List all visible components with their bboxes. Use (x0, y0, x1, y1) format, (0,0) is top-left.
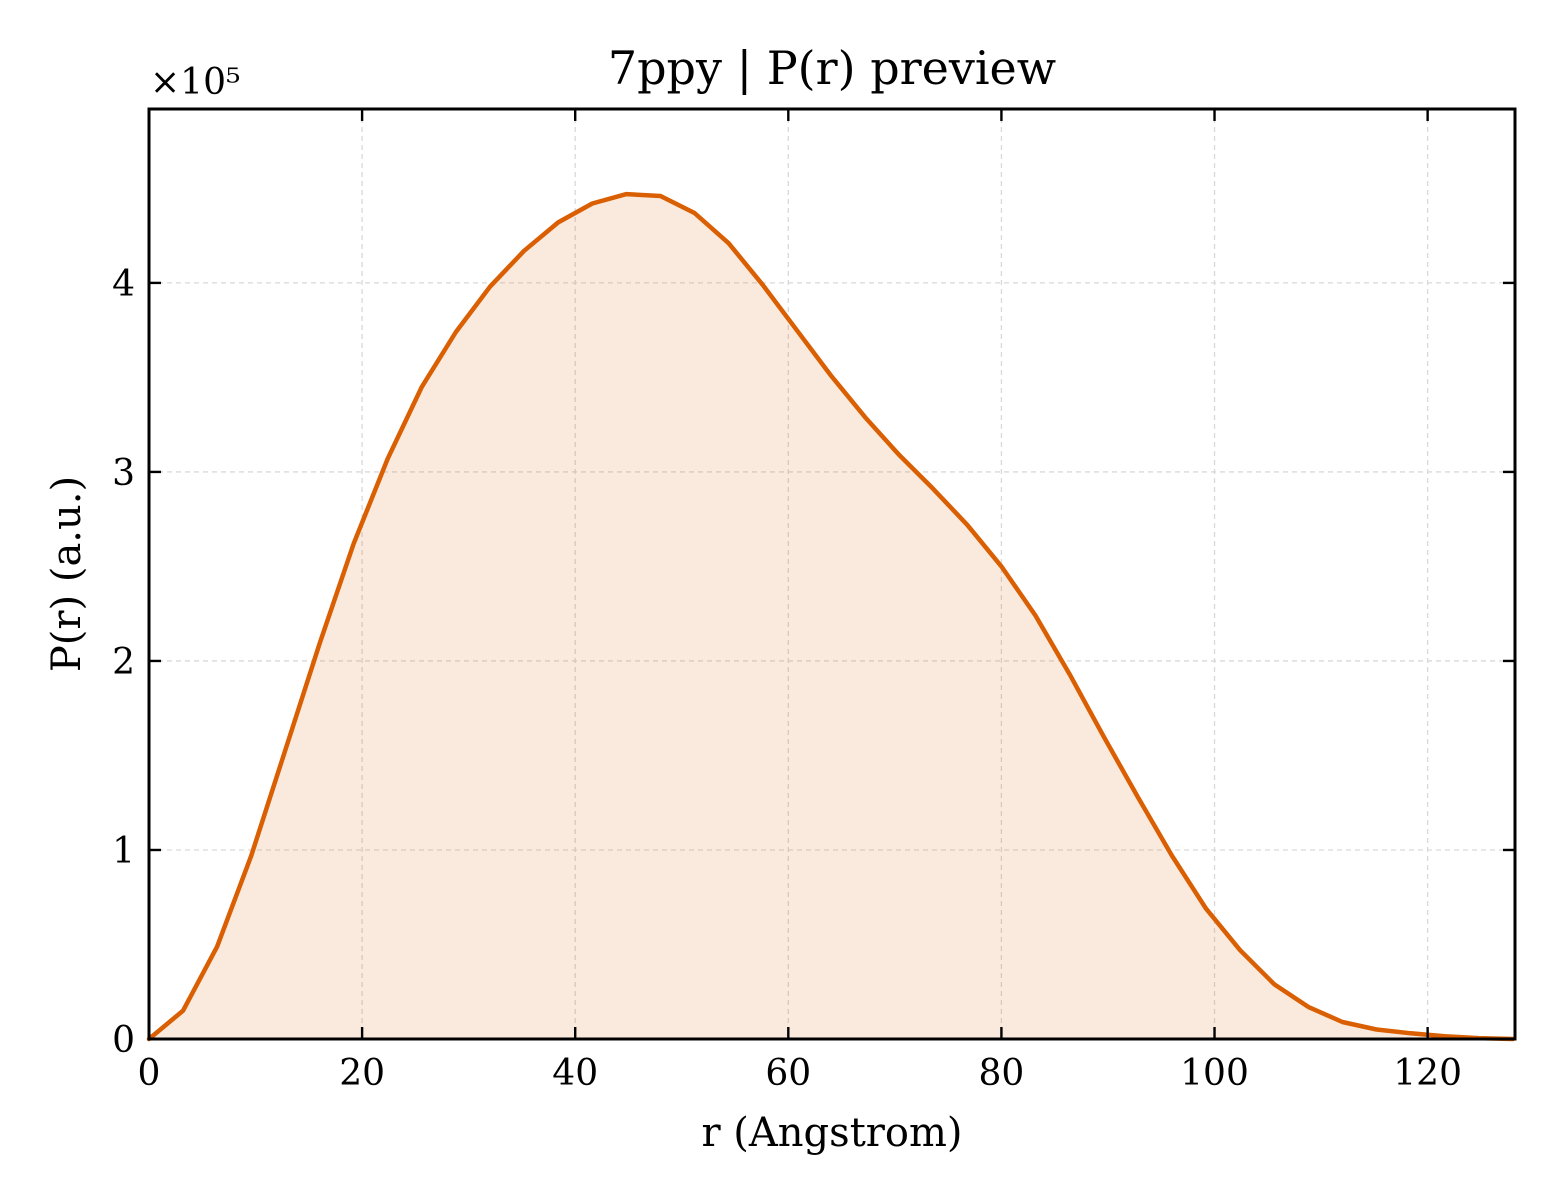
x-tick-label: 120 (1393, 1053, 1462, 1094)
x-tick-label: 0 (138, 1053, 161, 1094)
series-area-fill (149, 194, 1513, 1040)
x-axis-label: r (Angstrom) (701, 1110, 962, 1156)
x-tick-label: 60 (765, 1053, 811, 1094)
series-line (146, 191, 1516, 1042)
y-tick-label: 1 (112, 831, 135, 872)
axis-tick-labels: 0 20 40 60 80 100 120 0 1 2 3 4 (112, 264, 1462, 1094)
y-tick-label: 2 (112, 642, 135, 683)
y-tick-label: 0 (112, 1020, 135, 1061)
chart-title: 7ppy | P(r) preview (608, 41, 1056, 95)
y-tick-label: 4 (112, 264, 135, 305)
x-tick-label: 40 (552, 1053, 598, 1094)
axis-ticks (147, 109, 1515, 1041)
x-tick-label: 100 (1180, 1053, 1249, 1094)
y-axis-label: P(r) (a.u.) (44, 476, 90, 672)
plot-frame (147, 107, 1517, 1041)
x-tick-label: 80 (979, 1053, 1025, 1094)
y-tick-label: 3 (112, 453, 135, 494)
y-multiplier-label: ×10⁵ (150, 62, 240, 103)
x-tick-label: 20 (339, 1053, 385, 1094)
